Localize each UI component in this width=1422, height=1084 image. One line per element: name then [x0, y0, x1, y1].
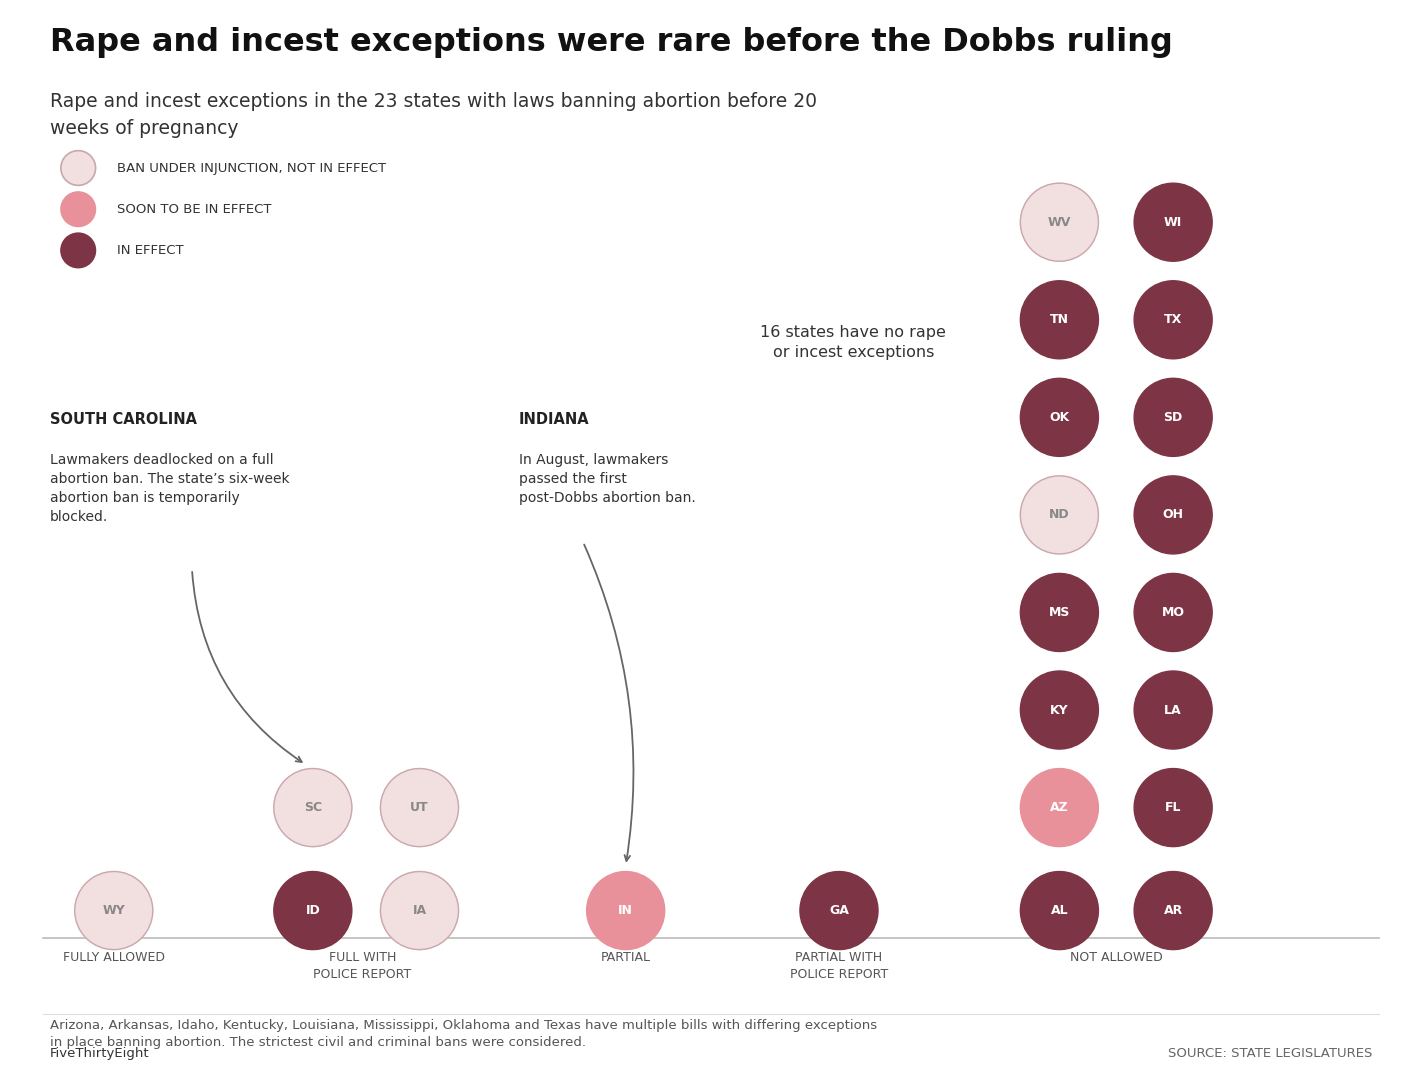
Text: In August, lawmakers
passed the first
post-Dobbs abortion ban.: In August, lawmakers passed the first po…: [519, 453, 695, 505]
Ellipse shape: [1135, 183, 1212, 261]
Ellipse shape: [587, 872, 664, 950]
Text: KY: KY: [1049, 704, 1069, 717]
Text: FULL WITH
POLICE REPORT: FULL WITH POLICE REPORT: [313, 951, 412, 981]
Ellipse shape: [1135, 769, 1212, 847]
Ellipse shape: [1021, 872, 1098, 950]
Text: PARTIAL WITH
POLICE REPORT: PARTIAL WITH POLICE REPORT: [789, 951, 889, 981]
Text: OK: OK: [1049, 411, 1069, 424]
Text: ID: ID: [306, 904, 320, 917]
Ellipse shape: [1021, 573, 1098, 651]
Ellipse shape: [61, 192, 95, 227]
Text: MS: MS: [1048, 606, 1071, 619]
Text: UT: UT: [410, 801, 429, 814]
Text: AR: AR: [1163, 904, 1183, 917]
Text: SOURCE: STATE LEGISLATURES: SOURCE: STATE LEGISLATURES: [1167, 1047, 1372, 1060]
Text: MO: MO: [1162, 606, 1185, 619]
Text: BAN UNDER INJUNCTION, NOT IN EFFECT: BAN UNDER INJUNCTION, NOT IN EFFECT: [117, 162, 385, 175]
Text: SC: SC: [304, 801, 321, 814]
Ellipse shape: [1135, 573, 1212, 651]
Ellipse shape: [381, 769, 458, 847]
Ellipse shape: [1021, 476, 1098, 554]
Ellipse shape: [274, 769, 351, 847]
Text: AZ: AZ: [1049, 801, 1069, 814]
Text: Arizona, Arkansas, Idaho, Kentucky, Louisiana, Mississippi, Oklahoma and Texas h: Arizona, Arkansas, Idaho, Kentucky, Loui…: [50, 1019, 877, 1049]
Ellipse shape: [1021, 281, 1098, 359]
Text: SOON TO BE IN EFFECT: SOON TO BE IN EFFECT: [117, 203, 272, 216]
Ellipse shape: [274, 872, 351, 950]
Ellipse shape: [801, 872, 877, 950]
Text: PARTIAL: PARTIAL: [600, 951, 651, 964]
Ellipse shape: [61, 233, 95, 268]
Ellipse shape: [1021, 378, 1098, 456]
Text: IA: IA: [412, 904, 427, 917]
Text: NOT ALLOWED: NOT ALLOWED: [1069, 951, 1163, 964]
Ellipse shape: [1135, 378, 1212, 456]
Ellipse shape: [75, 872, 152, 950]
Ellipse shape: [381, 872, 458, 950]
Text: FiveThirtyEight: FiveThirtyEight: [50, 1047, 149, 1060]
Text: FULLY ALLOWED: FULLY ALLOWED: [63, 951, 165, 964]
Ellipse shape: [1135, 476, 1212, 554]
Text: SD: SD: [1163, 411, 1183, 424]
Text: SOUTH CAROLINA: SOUTH CAROLINA: [50, 412, 196, 427]
Text: WV: WV: [1048, 216, 1071, 229]
Text: ND: ND: [1049, 508, 1069, 521]
Text: LA: LA: [1165, 704, 1182, 717]
Text: WY: WY: [102, 904, 125, 917]
Ellipse shape: [1021, 183, 1098, 261]
Ellipse shape: [61, 151, 95, 185]
Text: TN: TN: [1049, 313, 1069, 326]
Text: FL: FL: [1165, 801, 1182, 814]
Text: Rape and incest exceptions in the 23 states with laws banning abortion before 20: Rape and incest exceptions in the 23 sta…: [50, 92, 816, 138]
Text: INDIANA: INDIANA: [519, 412, 590, 427]
Text: Lawmakers deadlocked on a full
abortion ban. The state’s six-week
abortion ban i: Lawmakers deadlocked on a full abortion …: [50, 453, 290, 524]
Text: GA: GA: [829, 904, 849, 917]
Text: 16 states have no rape
or incest exceptions: 16 states have no rape or incest excepti…: [761, 325, 946, 360]
Ellipse shape: [1135, 671, 1212, 749]
Text: AL: AL: [1051, 904, 1068, 917]
Ellipse shape: [1135, 281, 1212, 359]
Text: IN: IN: [619, 904, 633, 917]
Text: Rape and incest exceptions were rare before the Dobbs ruling: Rape and incest exceptions were rare bef…: [50, 27, 1173, 59]
Ellipse shape: [1021, 671, 1098, 749]
Text: WI: WI: [1165, 216, 1182, 229]
Text: TX: TX: [1165, 313, 1182, 326]
Ellipse shape: [1135, 872, 1212, 950]
Text: IN EFFECT: IN EFFECT: [117, 244, 183, 257]
Ellipse shape: [1021, 769, 1098, 847]
Text: OH: OH: [1163, 508, 1183, 521]
